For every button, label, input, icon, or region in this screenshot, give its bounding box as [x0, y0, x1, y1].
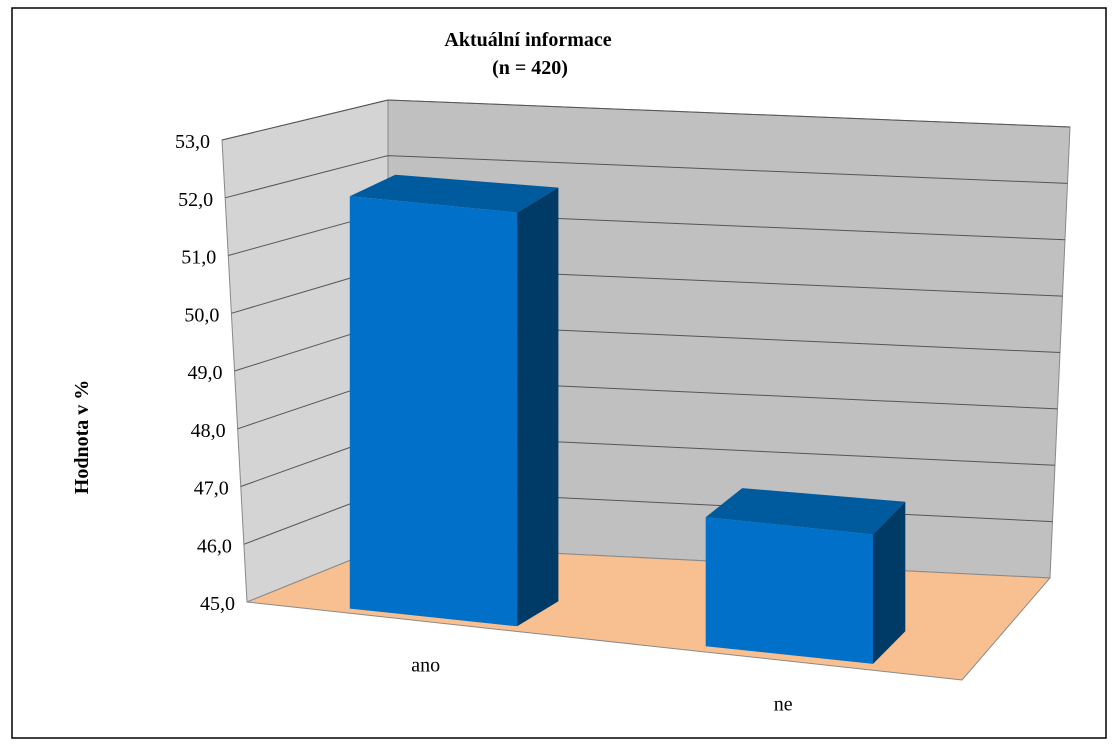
bar-top-face: [349, 174, 559, 213]
y-tick-label: 47,0: [194, 478, 229, 500]
y-tick-label: 45,0: [200, 593, 235, 615]
bar-side-face: [873, 501, 906, 664]
bars: [349, 174, 906, 664]
y-tick-labels: 45,0 46,0 47,0 48,0 49,0 50,0 51,0 52,0 53,0: [175, 131, 235, 615]
y-tick-label: 52,0: [178, 189, 213, 211]
bar-front-face: [705, 517, 873, 664]
y-tick-label: 49,0: [188, 362, 223, 384]
y-tick-label: 48,0: [191, 420, 226, 442]
bar-side-face: [517, 187, 559, 627]
bar-ano: [349, 174, 559, 627]
bar-front-face: [349, 196, 518, 627]
y-tick-label: 53,0: [175, 131, 210, 153]
gridline: [221, 99, 1071, 141]
bar-ne: [705, 488, 906, 664]
y-tick-label: 46,0: [197, 535, 232, 557]
x-category-labels: ano ne: [411, 655, 793, 716]
chart-subtitle: (n = 420): [492, 57, 568, 79]
y-tick-label: 50,0: [184, 304, 219, 326]
chart-title: Aktuální informace: [444, 29, 611, 51]
x-category-label: ne: [774, 694, 793, 716]
x-category-label: ano: [411, 655, 440, 677]
gridline: [224, 155, 1068, 199]
bar-top-face: [705, 488, 906, 535]
y-axis-label: Hodnota v %: [71, 380, 93, 494]
y-tick-label: 51,0: [181, 247, 216, 269]
